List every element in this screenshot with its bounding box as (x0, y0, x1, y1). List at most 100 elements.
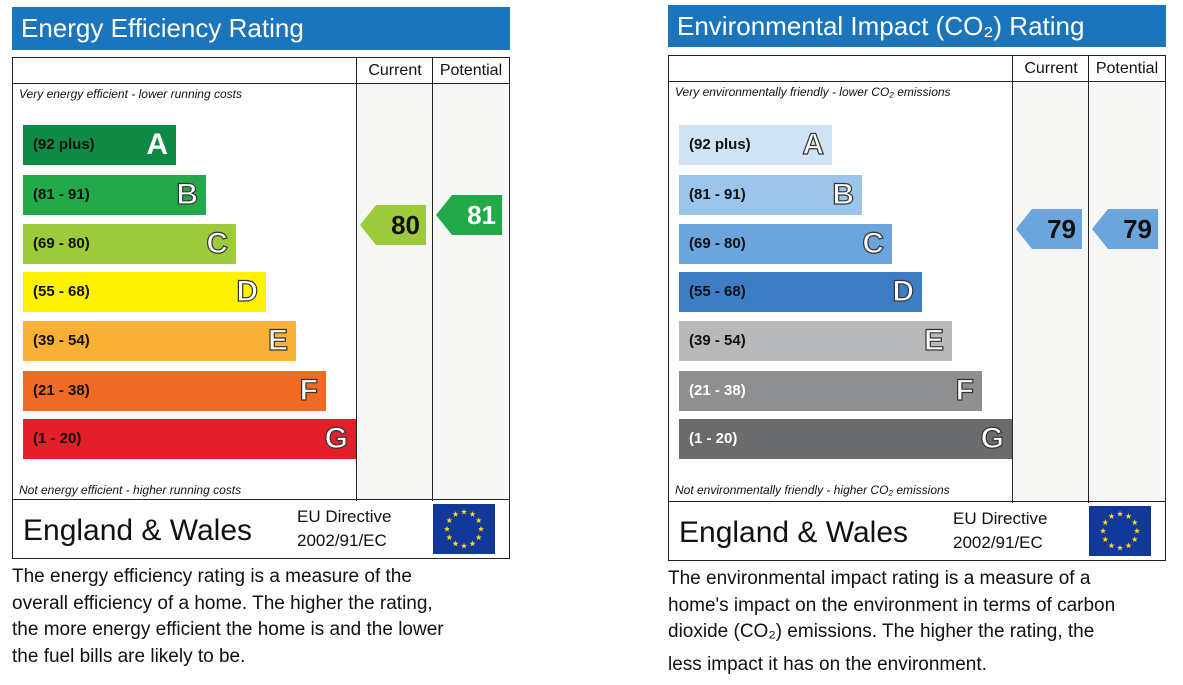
eu-star-icon (1125, 542, 1132, 549)
eu-star-icon (452, 540, 459, 547)
bottom-caption: Not energy efficient - higher running co… (19, 483, 242, 497)
eu-star-icon (1102, 519, 1109, 526)
divider (13, 83, 509, 84)
eu-star-icon (446, 534, 453, 541)
band-e: (39 - 54) E (23, 321, 296, 361)
current-rating-value: 79 (1047, 214, 1076, 244)
band-range: (39 - 54) (689, 332, 746, 349)
environment-description: The environmental impact rating is a mea… (668, 566, 1183, 678)
divider (1012, 56, 1013, 503)
band-range: (69 - 80) (33, 235, 90, 252)
band-range: (21 - 38) (689, 382, 746, 399)
band-range: (55 - 68) (689, 283, 746, 300)
eu-star-icon (443, 525, 451, 532)
band-range: (21 - 38) (33, 382, 90, 399)
band-g: (1 - 20) G (23, 419, 356, 459)
current-header: Current (368, 62, 422, 79)
eu-star-icon (1125, 513, 1132, 519)
divider (669, 81, 1165, 82)
divider (669, 501, 1165, 502)
current-header: Current (1024, 60, 1078, 77)
current-rating-value: 80 (391, 210, 420, 240)
environment-chart-frame: Current Potential Very environmentally f… (668, 55, 1166, 561)
eu-star-icon (469, 511, 476, 517)
eu-star-icon (475, 517, 482, 524)
current-rating-arrow: 80 (360, 205, 426, 245)
top-caption: Very environmentally friendly - lower CO… (675, 85, 951, 99)
potential-rating-value: 79 (1123, 214, 1152, 244)
band-letter: G (980, 421, 1005, 455)
band-range: (1 - 20) (33, 430, 82, 447)
band-f: (21 - 38) F (679, 371, 982, 411)
divider (432, 58, 433, 501)
top-caption: Very energy efficient - lower running co… (19, 87, 242, 101)
band-letter: B (176, 177, 199, 211)
potential-column (1090, 83, 1164, 501)
band-letter: E (267, 323, 288, 357)
band-range: (81 - 91) (689, 186, 746, 203)
eu-star-icon (460, 508, 468, 515)
potential-column (434, 85, 508, 499)
band-letter: A (146, 128, 168, 161)
directive-line: 2002/91/EC (953, 533, 1043, 552)
band-letter: G (324, 421, 349, 455)
eu-flag-icon (1089, 506, 1151, 556)
description-line: the fuel bills are likely to be. (12, 645, 246, 667)
band-range: (1 - 20) (689, 430, 738, 447)
divider (13, 499, 509, 500)
potential-rating-value: 81 (467, 200, 496, 230)
band-g: (1 - 20) G (679, 419, 1012, 459)
energy-title: Energy Efficiency Rating (12, 7, 510, 50)
energy-description: The energy efficiency rating is a measur… (12, 564, 510, 670)
current-column (1014, 83, 1088, 501)
footer-directive: EU Directive 2002/91/EC (297, 505, 391, 553)
description-line: overall efficiency of a home. The higher… (12, 592, 433, 614)
band-letter: D (892, 274, 915, 308)
band-range: (81 - 91) (33, 186, 90, 203)
directive-line: EU Directive (297, 507, 392, 526)
band-c: (69 - 80) C (679, 224, 892, 264)
band-letter: E (923, 323, 944, 357)
band-a: (92 plus) A (679, 125, 832, 165)
directive-line: EU Directive (953, 509, 1048, 528)
eu-star-icon (475, 534, 482, 541)
directive-line: 2002/91/EC (297, 531, 387, 550)
description-line: The energy efficiency rating is a measur… (12, 566, 412, 587)
eu-star-icon (1108, 542, 1115, 549)
eu-star-icon (452, 511, 459, 517)
energy-chart-frame: Current Potential Very energy efficient … (12, 57, 510, 559)
band-b: (81 - 91) B (23, 175, 206, 215)
environment-title: Environmental Impact (CO₂) Rating (668, 5, 1166, 47)
divider (356, 58, 357, 501)
band-range: (69 - 80) (689, 235, 746, 252)
band-letter: B (832, 177, 855, 211)
divider (1088, 56, 1089, 503)
band-f: (21 - 38) F (23, 371, 326, 411)
current-column (358, 85, 432, 499)
eu-star-icon (446, 517, 453, 524)
eu-star-icon (469, 540, 476, 547)
band-range: (92 plus) (689, 136, 751, 153)
footer-country: England & Wales (679, 516, 909, 549)
band-e: (39 - 54) E (679, 321, 952, 361)
bottom-caption: Not environmentally friendly - higher CO… (675, 483, 950, 497)
eu-star-icon (1099, 527, 1107, 534)
band-letter: C (206, 226, 229, 260)
band-letter: D (236, 274, 259, 308)
band-letter: A (802, 127, 825, 161)
band-letter: F (955, 373, 975, 407)
footer-directive: EU Directive 2002/91/EC (953, 507, 1047, 555)
band-range: (55 - 68) (33, 283, 90, 300)
description-line: home's impact on the environment in term… (668, 594, 1116, 616)
eu-star-icon (460, 542, 468, 549)
band-letter: C (862, 226, 885, 260)
potential-rating-arrow: 81 (436, 195, 502, 235)
description-line: the more energy efficient the home is an… (12, 619, 444, 640)
eu-star-icon (477, 525, 485, 532)
current-rating-arrow: 79 (1016, 209, 1082, 249)
eu-star-icon (1131, 519, 1138, 526)
band-c: (69 - 80) C (23, 224, 236, 264)
eu-star-icon (1116, 544, 1124, 551)
band-range: (92 plus) (33, 136, 95, 153)
description-line: less impact it has on the environment. (668, 653, 987, 675)
